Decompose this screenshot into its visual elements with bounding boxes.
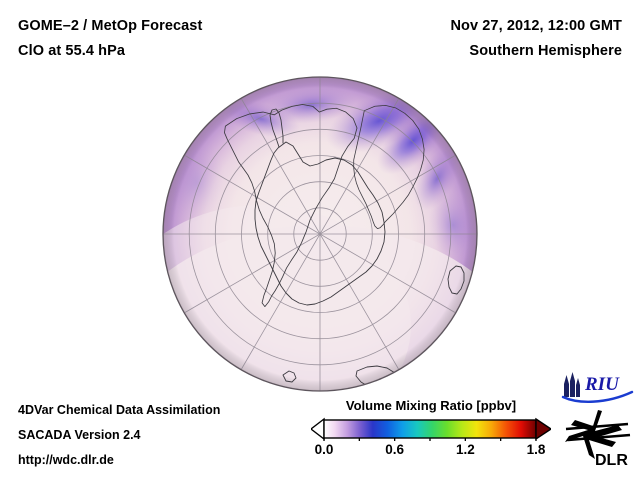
forecast-datetime: Nov 27, 2012, 12:00 GMT xyxy=(450,18,622,34)
colorbar-title: Volume Mixing Ratio [ppbv] xyxy=(345,398,517,413)
colorbar-tick-1: 0.6 xyxy=(385,442,405,457)
dlr-logo: DLR xyxy=(562,409,636,469)
riu-logo-text: RIU xyxy=(584,374,620,395)
hemisphere-label: Southern Hemisphere xyxy=(469,43,622,59)
dlr-logo-text: DLR xyxy=(595,452,628,469)
colorbar-tick-2: 1.2 xyxy=(455,442,475,457)
orthographic-globe-map xyxy=(161,75,479,393)
colorbar-tick-labels: 0.0 0.6 1.2 1.8 xyxy=(311,442,551,464)
colorbar: Volume Mixing Ratio [ppbv] 0.0 0.6 1.2 1.8 xyxy=(311,398,551,468)
riu-logo: RIU xyxy=(558,371,636,405)
page-title-species: ClO at 55.4 hPa xyxy=(18,43,126,59)
colorbar-gradient xyxy=(311,417,551,441)
footer-method: 4DVar Chemical Data Assimilation xyxy=(18,403,221,417)
riu-swoosh xyxy=(561,390,634,403)
colorbar-tick-0: 0.0 xyxy=(314,442,334,457)
colorbar-tick-3: 1.8 xyxy=(526,442,546,457)
colorbar-cap-right xyxy=(535,417,551,441)
globe-limb-outline xyxy=(162,76,478,392)
colorbar-cap-left xyxy=(311,417,325,441)
page-title-instrument: GOME–2 / MetOp Forecast xyxy=(18,18,203,34)
footer-version: SACADA Version 2.4 xyxy=(18,428,141,442)
footer-url: http://wdc.dlr.de xyxy=(18,453,114,467)
dlr-mark xyxy=(565,410,622,459)
coastlines xyxy=(224,104,465,390)
graticule xyxy=(163,77,477,391)
